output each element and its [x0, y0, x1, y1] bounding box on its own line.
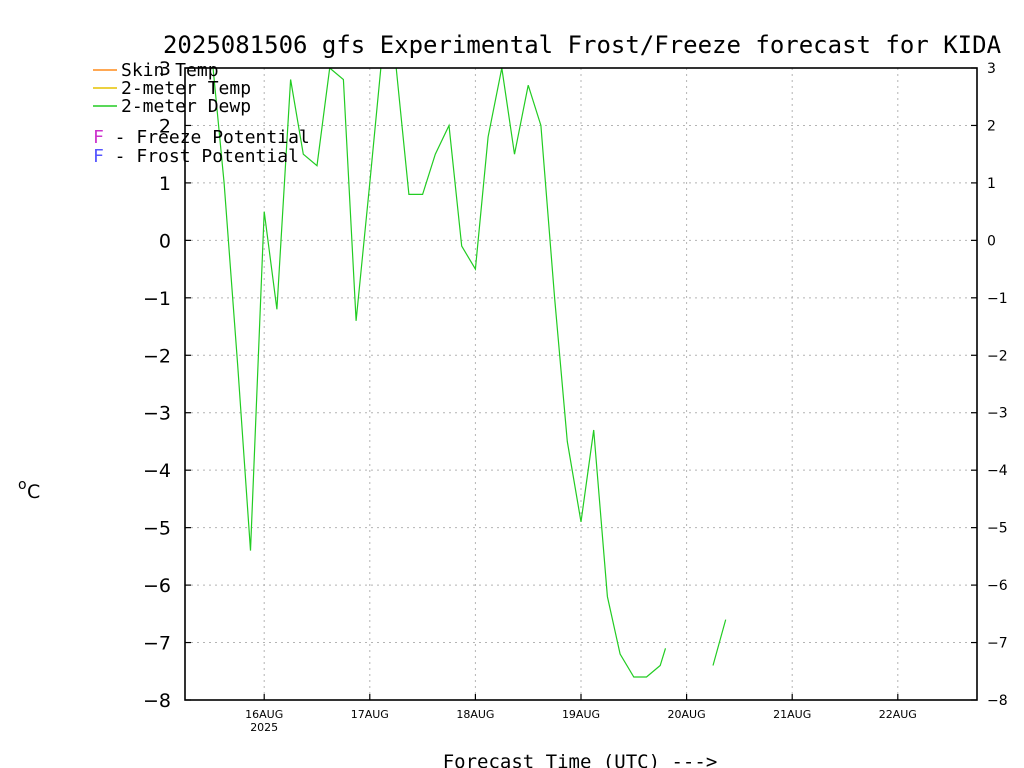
series-layer	[212, 68, 727, 678]
y-tick-label-right: −4	[987, 463, 1008, 479]
y-tick-label-right: −6	[987, 578, 1008, 594]
legend-marker-text: F - Frost Potential	[93, 146, 299, 167]
y-tick-label-right: 0	[987, 233, 996, 249]
x-tick-label: 18AUG	[456, 708, 494, 721]
y-tick-label-right: −8	[987, 693, 1008, 709]
y-axis-unit: C	[27, 481, 40, 503]
legend-marker-label: - Freeze Potential	[104, 127, 310, 148]
y-tick-label-right: −7	[987, 636, 1008, 652]
grid	[185, 68, 977, 700]
x-tick-label: 19AUG	[562, 708, 600, 721]
legend-label: Skin Temp	[121, 60, 219, 81]
legend-label: 2-meter Temp	[121, 78, 251, 99]
y-tick-label-right: −3	[987, 406, 1008, 422]
x-tick-label: 16AUG	[245, 708, 283, 721]
y-tick-label-left: −6	[143, 575, 171, 597]
plot-frame	[184, 67, 978, 701]
y-tick-label-left: −8	[143, 690, 171, 712]
x-tick-sublabel: 2025	[250, 721, 278, 734]
y-tick-label-right: 1	[987, 176, 996, 192]
y-tick-label-left: 2	[159, 115, 171, 137]
y-axis-label: o C	[18, 477, 40, 503]
x-tick-label: 22AUG	[879, 708, 917, 721]
legend-marker-symbol: F	[93, 127, 104, 148]
chart-title: 2025081506 gfs Experimental Frost/Freeze…	[163, 31, 1002, 59]
y-tick-label-right: 2	[987, 118, 996, 134]
y-tick-label-left: 0	[159, 230, 171, 252]
y-tick-label-left: 3	[159, 58, 171, 80]
y-tick-label-left: −2	[143, 345, 171, 367]
x-axis-label: Forecast Time (UTC) --->	[443, 751, 718, 768]
y-tick-label-left: −3	[143, 403, 171, 425]
legend-marker-label: - Frost Potential	[104, 146, 299, 167]
degree-symbol: o	[18, 477, 27, 493]
legend-marker-symbol: F	[93, 146, 104, 167]
legend-marker-text: F - Freeze Potential	[93, 127, 310, 148]
series-line-2m-dewp	[212, 68, 727, 678]
y-tick-label-right: −5	[987, 521, 1008, 537]
y-tick-label-left: 1	[159, 173, 171, 195]
y-tick-label-left: −7	[143, 633, 171, 655]
y-tick-label-left: −5	[143, 518, 171, 540]
x-tick-label: 20AUG	[668, 708, 706, 721]
x-tick-label: 17AUG	[351, 708, 389, 721]
y-tick-label-right: −1	[987, 291, 1008, 307]
x-tick-label: 21AUG	[773, 708, 811, 721]
y-tick-label-right: −2	[987, 348, 1008, 364]
y-tick-label-right: 3	[987, 61, 996, 77]
legend-label: 2-meter Dewp	[121, 96, 251, 117]
tick-layer: −8 −8 −7 −7 −6 −6 −5 −5 −4 −4 −3 −3 −2 −2 −1 −1 0 0 1 1 2 2 3 3…	[143, 58, 1008, 734]
y-tick-label-left: −1	[143, 288, 171, 310]
y-tick-label-left: −4	[143, 460, 171, 482]
